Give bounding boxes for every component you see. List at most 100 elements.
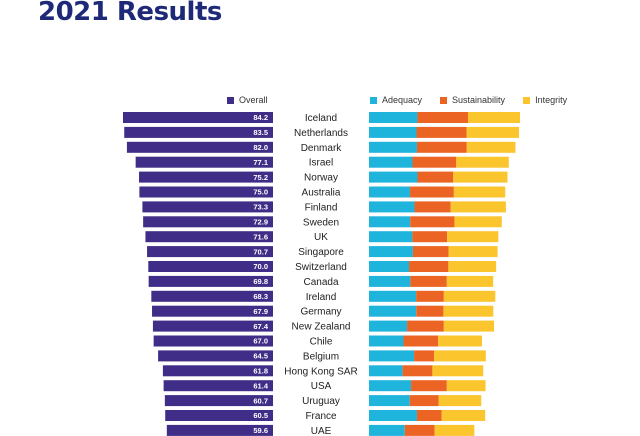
overall-bar-belgium (158, 350, 273, 362)
country-label-netherlands: Netherlands (294, 128, 348, 139)
adequacy-bar-chile (369, 335, 404, 347)
sustainability-bar-israel (412, 156, 457, 168)
legend-label-sustainability: Sustainability (452, 95, 506, 105)
adequacy-bar-new-zealand (369, 320, 408, 332)
adequacy-bar-belgium (369, 350, 415, 362)
sustainability-bar-denmark (416, 141, 467, 153)
country-label-hong-kong-sar: Hong Kong SAR (284, 366, 357, 377)
overall-value-uk: 71.6 (253, 232, 268, 241)
integrity-bar-denmark (466, 141, 516, 153)
overall-bar-france (165, 410, 273, 421)
country-label-uk: UK (314, 232, 328, 243)
sustainability-bar-usa (411, 380, 447, 392)
country-label-switzerland: Switzerland (295, 262, 347, 273)
integrity-bar-belgium (434, 350, 486, 362)
overall-value-finland: 73.3 (253, 203, 268, 212)
overall-value-sweden: 72.9 (253, 218, 268, 227)
overall-bar-denmark (126, 141, 273, 153)
sustainability-bar-netherlands (416, 126, 467, 138)
sustainability-bar-iceland (417, 112, 468, 123)
adequacy-bar-netherlands (369, 126, 417, 138)
integrity-bar-canada (446, 275, 494, 287)
overall-bar-uae (166, 424, 273, 436)
overall-bar-germany (152, 305, 273, 317)
country-label-france: France (305, 411, 337, 422)
overall-bar-finland (142, 201, 273, 213)
overall-bar-chile (153, 335, 273, 347)
overall-bar-switzerland (148, 261, 273, 272)
overall-value-new-zealand: 67.4 (253, 322, 268, 331)
integrity-bar-switzerland (448, 261, 497, 272)
adequacy-bar-france (369, 410, 417, 421)
overall-bar-norway (139, 171, 273, 183)
country-label-chile: Chile (310, 337, 333, 348)
country-label-germany: Germany (300, 307, 341, 318)
sustainability-bar-uk (412, 231, 448, 243)
legend-label-overall: Overall (239, 95, 268, 105)
adequacy-bar-uk (369, 231, 413, 243)
overall-bar-iceland (123, 112, 273, 123)
sustainability-bar-france (416, 410, 442, 421)
country-label-new-zealand: New Zealand (292, 322, 351, 333)
sustainability-bar-norway (417, 171, 454, 183)
adequacy-bar-sweden (369, 216, 411, 228)
integrity-bar-france (441, 410, 486, 421)
overall-value-singapore: 70.7 (253, 247, 268, 256)
country-label-iceland: Iceland (305, 113, 337, 124)
overall-bar-ireland (151, 290, 273, 302)
sustainability-bar-germany (416, 305, 444, 317)
adequacy-bar-ireland (369, 290, 417, 302)
country-label-norway: Norway (304, 173, 338, 184)
adequacy-bar-hong-kong-sar (369, 365, 403, 377)
integrity-bar-usa (446, 380, 486, 392)
overall-value-australia: 75.0 (253, 188, 268, 197)
sustainability-bar-canada (410, 275, 447, 287)
overall-bar-new-zealand (152, 320, 273, 332)
sustainability-bar-ireland (416, 290, 444, 302)
adequacy-bar-australia (369, 186, 410, 198)
country-label-canada: Canada (303, 277, 338, 288)
overall-bar-sweden (143, 216, 273, 228)
sustainability-bar-singapore (412, 246, 449, 258)
sustainability-bar-belgium (414, 350, 435, 362)
page-title: 2021 Results (38, 0, 222, 27)
integrity-bar-netherlands (466, 126, 520, 138)
country-label-israel: Israel (309, 158, 333, 169)
country-label-uruguay: Uruguay (302, 396, 340, 407)
legend-label-adequacy: Adequacy (382, 95, 423, 105)
integrity-bar-finland (450, 201, 506, 213)
sustainability-bar-sweden (410, 216, 455, 228)
adequacy-bar-norway (369, 171, 418, 183)
country-label-uae: UAE (311, 426, 332, 436)
adequacy-bar-canada (369, 275, 411, 287)
legend-item-sustainability: Sustainability (440, 95, 505, 105)
overall-value-usa: 61.4 (253, 381, 268, 390)
overall-bar-canada (148, 275, 273, 287)
sustainability-bar-new-zealand (407, 320, 444, 332)
adequacy-bar-switzerland (369, 261, 410, 272)
legend-item-overall: Overall (227, 95, 268, 105)
overall-value-chile: 67.0 (253, 337, 268, 346)
legend-item-adequacy: Adequacy (370, 95, 422, 105)
overall-value-ireland: 68.3 (253, 292, 268, 301)
overall-value-canada: 69.8 (253, 277, 268, 286)
overall-bar-netherlands (124, 126, 273, 138)
adequacy-bar-denmark (369, 141, 417, 153)
adequacy-bar-uruguay (369, 395, 410, 407)
overall-value-france: 60.5 (253, 411, 268, 420)
country-label-sweden: Sweden (303, 217, 339, 228)
integrity-bar-new-zealand (443, 320, 495, 332)
integrity-bar-germany (443, 305, 494, 317)
country-label-denmark: Denmark (301, 143, 343, 154)
country-label-australia: Australia (302, 188, 341, 199)
overall-value-iceland: 84.2 (253, 113, 268, 122)
overall-bar-israel (135, 156, 273, 168)
adequacy-bar-finland (369, 201, 415, 213)
country-label-belgium: Belgium (303, 351, 339, 362)
country-label-singapore: Singapore (298, 247, 344, 258)
sustainability-bar-switzerland (409, 261, 449, 272)
sustainability-bar-chile (403, 335, 439, 347)
sustainability-bar-australia (409, 186, 454, 198)
overall-bar-uk (145, 231, 273, 243)
